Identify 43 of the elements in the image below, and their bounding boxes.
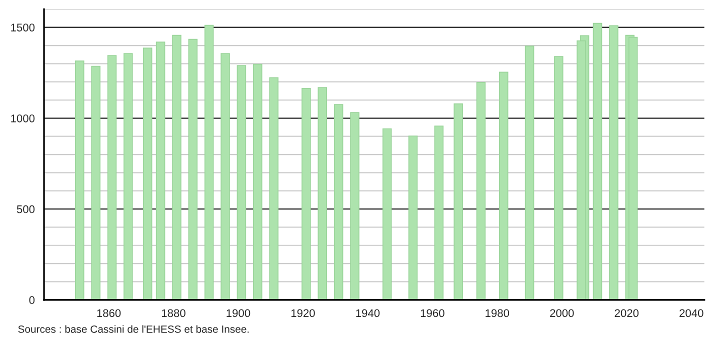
- x-tick-label: 2020: [614, 309, 639, 318]
- bar: [592, 22, 602, 300]
- bar: [269, 77, 278, 300]
- bar: [253, 64, 262, 300]
- bar: [156, 42, 166, 300]
- bar: [318, 87, 328, 300]
- bar: [107, 55, 117, 300]
- x-tick-label: 1860: [97, 309, 121, 318]
- bar: [499, 72, 508, 300]
- bar: [124, 53, 133, 300]
- bar: [142, 48, 152, 300]
- bar: [188, 38, 198, 300]
- bar: [628, 36, 638, 300]
- bar: [454, 103, 463, 300]
- bar: [434, 126, 444, 300]
- y-tick-label: 0: [29, 296, 35, 304]
- x-tick-label: 2000: [550, 309, 574, 318]
- x-tick-label: 1880: [162, 309, 186, 318]
- bar: [172, 34, 182, 300]
- bar: [236, 65, 246, 300]
- source-note: Sources : base Cassini de l'EHESS et base Insee.: [18, 325, 249, 333]
- y-tick-label: 1500: [11, 24, 35, 32]
- x-tick-label: 1960: [420, 309, 444, 318]
- bar: [204, 24, 214, 300]
- bar: [350, 112, 360, 300]
- bar: [554, 56, 564, 300]
- bar: [334, 104, 344, 300]
- y-tick-label: 1000: [11, 114, 35, 122]
- bar: [74, 60, 84, 300]
- bar: [91, 66, 100, 300]
- bar: [524, 46, 534, 300]
- y-tick-label: 500: [16, 205, 35, 214]
- x-tick-label: 1900: [226, 309, 250, 318]
- x-tick-label: 1920: [291, 309, 315, 318]
- bar: [408, 136, 418, 300]
- bar: [609, 25, 618, 300]
- bar: [220, 53, 230, 300]
- bar: [476, 82, 486, 300]
- x-tick-label: 1940: [356, 309, 380, 318]
- bar: [382, 128, 392, 300]
- bar: [302, 88, 311, 300]
- x-tick-label: 1980: [486, 309, 510, 318]
- x-tick-label: 2040: [680, 309, 704, 318]
